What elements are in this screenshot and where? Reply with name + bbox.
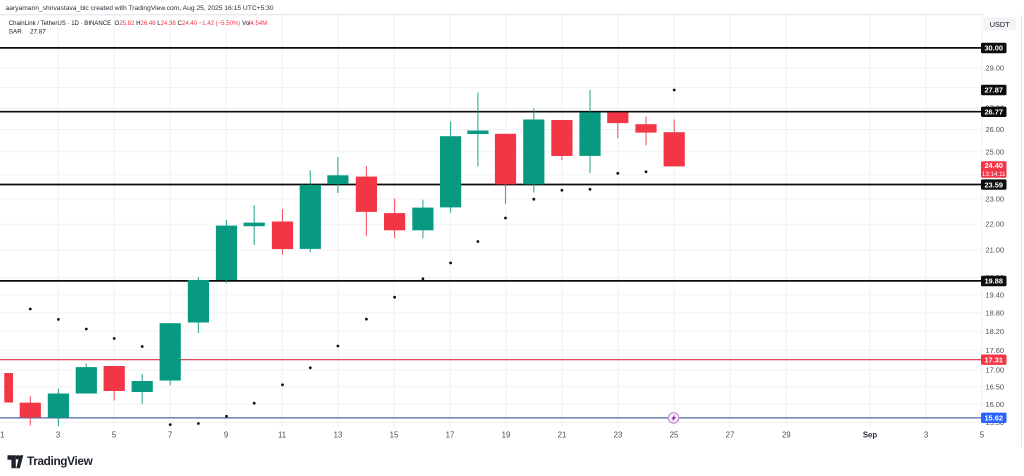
svg-text:aaryamann_shrivastava_blc crea: aaryamann_shrivastava_blc created with T… bbox=[6, 5, 274, 12]
svg-text:21: 21 bbox=[558, 430, 567, 439]
svg-text:16.00: 16.00 bbox=[986, 400, 1005, 409]
svg-text:USDT: USDT bbox=[990, 20, 1010, 29]
svg-text:13:14:11: 13:14:11 bbox=[982, 171, 1006, 178]
svg-text:19.88: 19.88 bbox=[984, 277, 1003, 286]
svg-text:15.62: 15.62 bbox=[984, 414, 1003, 423]
svg-text:5: 5 bbox=[112, 430, 117, 439]
svg-text:27.87: 27.87 bbox=[30, 29, 46, 36]
svg-text:26.77: 26.77 bbox=[984, 108, 1003, 117]
svg-text:25.00: 25.00 bbox=[986, 147, 1005, 156]
svg-text:9: 9 bbox=[224, 430, 228, 439]
svg-text:TradingView: TradingView bbox=[27, 454, 94, 468]
svg-text:17.60: 17.60 bbox=[986, 346, 1005, 355]
svg-text:19.40: 19.40 bbox=[986, 290, 1005, 299]
svg-text:30.00: 30.00 bbox=[984, 44, 1003, 53]
svg-text:21.00: 21.00 bbox=[986, 246, 1005, 255]
svg-text:22.00: 22.00 bbox=[986, 220, 1005, 229]
svg-text:17: 17 bbox=[446, 430, 455, 439]
svg-text:29: 29 bbox=[782, 430, 791, 439]
svg-text:16.50: 16.50 bbox=[986, 382, 1005, 391]
svg-text:3: 3 bbox=[56, 430, 60, 439]
svg-text:19: 19 bbox=[502, 430, 511, 439]
svg-text:17.31: 17.31 bbox=[984, 355, 1003, 364]
svg-text:29.00: 29.00 bbox=[986, 63, 1005, 72]
svg-text:7: 7 bbox=[168, 430, 172, 439]
svg-text:27: 27 bbox=[726, 430, 735, 439]
svg-text:15: 15 bbox=[390, 430, 399, 439]
svg-text:13: 13 bbox=[334, 430, 343, 439]
svg-text:23.00: 23.00 bbox=[986, 195, 1005, 204]
svg-text:ChainLink / TetherUS · 1D · BI: ChainLink / TetherUS · 1D · BINANCE O25.… bbox=[9, 21, 267, 27]
svg-text:25: 25 bbox=[670, 430, 679, 439]
svg-text:23.59: 23.59 bbox=[984, 180, 1003, 189]
svg-text:23: 23 bbox=[614, 430, 623, 439]
svg-text:1: 1 bbox=[0, 430, 4, 439]
svg-text:17.00: 17.00 bbox=[986, 366, 1005, 375]
svg-text:26.00: 26.00 bbox=[986, 125, 1005, 134]
svg-text:Sep: Sep bbox=[863, 430, 878, 439]
svg-text:SAR: SAR bbox=[9, 29, 22, 36]
svg-text:3: 3 bbox=[924, 430, 928, 439]
svg-text:24.40: 24.40 bbox=[984, 161, 1003, 170]
svg-text:27.87: 27.87 bbox=[984, 86, 1003, 95]
svg-text:18.80: 18.80 bbox=[986, 309, 1005, 318]
svg-text:11: 11 bbox=[278, 430, 286, 439]
svg-text:5: 5 bbox=[980, 430, 985, 439]
svg-text:18.20: 18.20 bbox=[986, 327, 1005, 336]
